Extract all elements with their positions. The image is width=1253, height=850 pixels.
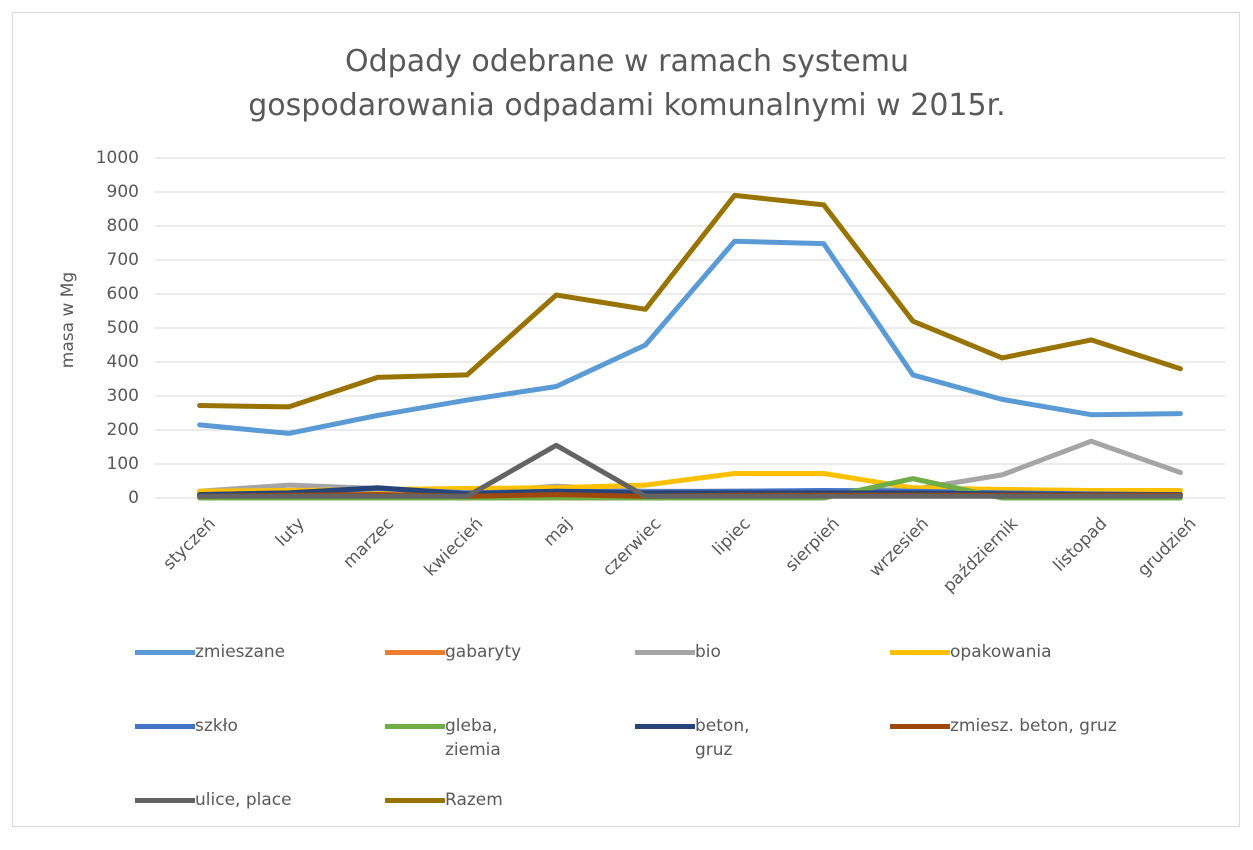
legend-swatch [635, 724, 695, 729]
legend-swatch [135, 798, 195, 803]
legend-item: Razem [385, 788, 635, 850]
series-line [197, 442, 1183, 499]
y-tick-label: 700 [107, 250, 139, 270]
legend-label: beton, gruz [695, 716, 750, 760]
x-tick-label: kwiecień [420, 514, 487, 581]
y-tick-label: 300 [107, 386, 139, 406]
x-tick-label: październik [939, 514, 1022, 597]
y-tick-label: 200 [107, 420, 139, 440]
x-tick-label: styczeń [159, 514, 219, 574]
legend-label: zmieszane [195, 642, 286, 662]
legend-label: szkło [195, 716, 238, 736]
chart-title: Odpady odebrane w ramach systemu gospoda… [248, 44, 1006, 123]
x-tick-label: listopad [1049, 514, 1111, 576]
legend-swatch [890, 724, 950, 729]
x-tick-label: sierpień [782, 514, 844, 576]
y-tick-label: 400 [107, 352, 139, 372]
chart-frame [12, 12, 1240, 827]
x-tick-label: wrzesień [866, 514, 933, 581]
page: {"chart_data": {"type": "line", "title":… [12, 12, 1240, 827]
y-tick-label: 100 [107, 454, 139, 474]
y-tick-label: 1000 [96, 148, 139, 168]
legend-swatch [385, 724, 445, 729]
legend-label: gleba, ziemia [445, 716, 501, 760]
x-tick-label: lipiec [709, 514, 755, 560]
x-tick-label: maj [540, 514, 577, 551]
x-tick-label: czerwiec [599, 514, 666, 581]
legend-label: bio [695, 642, 721, 662]
legend-label: opakowania [950, 642, 1052, 662]
series-line [197, 238, 1183, 436]
legend-item: bio [635, 640, 890, 702]
legend: zmieszane gabaryty bio opakowania szkło gleba… [135, 640, 1155, 850]
legend-label: zmiesz. beton, gruz [950, 716, 1117, 736]
y-tick-label: 500 [107, 318, 139, 338]
x-tick-label: marzec [339, 514, 397, 572]
legend-swatch [135, 650, 195, 655]
legend-item: zmieszane [135, 640, 385, 702]
legend-label: gabaryty [445, 642, 522, 662]
legend-item: zmiesz. beton, gruz [890, 714, 1150, 776]
legend-swatch [890, 650, 950, 655]
legend-label: Razem [445, 790, 503, 810]
y-tick-label: 600 [107, 284, 139, 304]
y-tick-label: 0 [128, 488, 139, 508]
x-tick-label: grudzień [1134, 514, 1201, 581]
legend-item: opakowania [890, 640, 1150, 702]
y-axis-label: masa w Mg [58, 272, 78, 368]
legend-label: ulice, place [195, 790, 292, 810]
legend-swatch [135, 724, 195, 729]
y-tick-label: 800 [107, 216, 139, 236]
legend-item: gleba, ziemia [385, 714, 635, 776]
x-tick-label: luty [272, 514, 309, 551]
series-line [197, 192, 1183, 410]
legend-item: szkło [135, 714, 385, 776]
legend-swatch [635, 650, 695, 655]
legend-item: beton, gruz [635, 714, 890, 776]
series-line [197, 438, 1183, 496]
legend-item: gabaryty [385, 640, 635, 702]
legend-item: ulice, place [135, 788, 385, 850]
legend-swatch [385, 650, 445, 655]
chart: masa w Mg 0 100 200 300 400 500 600 700 800 900 10… [58, 148, 1225, 597]
legend-swatch [385, 798, 445, 803]
y-tick-label: 900 [107, 182, 139, 202]
